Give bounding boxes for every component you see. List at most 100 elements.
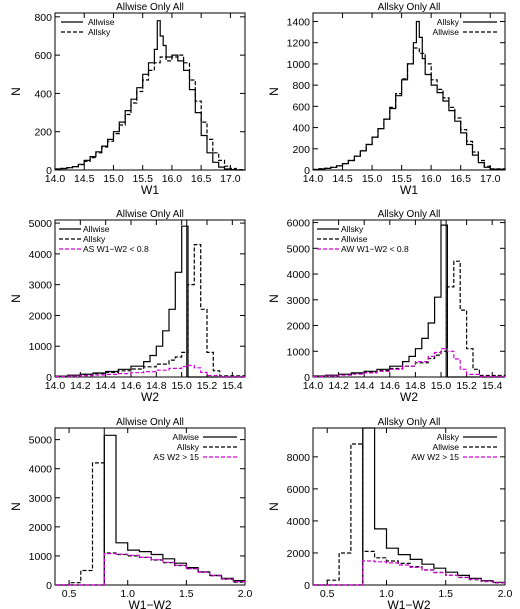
y-tick-label: 1400 bbox=[287, 16, 311, 28]
x-tick-label: 16.5 bbox=[450, 173, 471, 185]
legend-label: Allwise bbox=[88, 17, 115, 27]
x-axis-label: W1−W2 bbox=[128, 598, 171, 609]
y-tick-label: 2000 bbox=[29, 310, 53, 322]
chart-panel-5: Allwise Only All 0.5 1.0 1.5 2.0 0 1000 2000 300… bbox=[9, 417, 252, 609]
series-line-2 bbox=[55, 462, 245, 586]
chart-panel-4: Allsky Only All 14.0 14.2 14.4 14.6 14.8 15.0 1… bbox=[267, 209, 506, 404]
legend-label: Allwise bbox=[433, 442, 460, 452]
x-tick-label: 14.6 bbox=[121, 380, 142, 392]
legend-label: AS W2 > 15 bbox=[153, 452, 199, 462]
x-tick-label: 15.4 bbox=[482, 380, 503, 392]
x-tick-label: 1.0 bbox=[120, 588, 135, 600]
y-tick-label: 1000 bbox=[287, 346, 311, 358]
series-line-1 bbox=[55, 20, 245, 171]
x-axis-label: W1 bbox=[141, 183, 159, 197]
legend-label: AW W1−W2 < 0.8 bbox=[341, 244, 409, 254]
chart-panel-3: Allwise Only All 14.0 14.2 14.4 14.6 14.8 15.0… bbox=[9, 209, 246, 404]
x-tick-label: 0.5 bbox=[320, 588, 335, 600]
plot-frame bbox=[54, 12, 246, 171]
chart-panel-2: Allsky Only All 14.0 14.5 15.0 15.5 16.0 16.5 1… bbox=[267, 2, 506, 197]
y-tick-label: 5000 bbox=[287, 243, 311, 255]
y-tick-label: 4000 bbox=[29, 249, 53, 261]
plot-frame bbox=[312, 12, 506, 171]
x-axis-label: W1−W2 bbox=[387, 598, 430, 609]
y-tick-label: 800 bbox=[34, 12, 52, 24]
x-tick-label: 1.5 bbox=[179, 588, 194, 600]
y-axis-label: N bbox=[9, 87, 23, 96]
y-tick-label: 2000 bbox=[287, 548, 311, 560]
x-tick-label: 14.0 bbox=[45, 173, 66, 185]
legend-label: Allsky bbox=[437, 432, 460, 442]
chart-panel-6: Allsky Only All 0.5 1.0 1.5 2.0 0 2000 4000 6000… bbox=[267, 417, 512, 609]
y-axis-label: N bbox=[267, 502, 281, 511]
plot-frame bbox=[54, 427, 246, 586]
x-tick-label: 15.2 bbox=[197, 380, 218, 392]
x-axis-label: W2 bbox=[400, 390, 418, 404]
x-tick-label: 14.4 bbox=[354, 380, 375, 392]
x-tick-label: 14.6 bbox=[380, 380, 401, 392]
legend-label: Allwise bbox=[173, 432, 200, 442]
x-tick-label: 16.5 bbox=[191, 173, 212, 185]
legend-label: Allwise bbox=[341, 234, 368, 244]
x-tick-label: 14.0 bbox=[45, 380, 66, 392]
plot-frame bbox=[312, 427, 506, 586]
x-tick-label: 17.0 bbox=[480, 173, 501, 185]
y-tick-label: 1000 bbox=[29, 341, 53, 353]
x-tick-label: 15.0 bbox=[431, 380, 452, 392]
y-tick-label: 4000 bbox=[287, 516, 311, 528]
x-tick-label: 15.0 bbox=[171, 380, 192, 392]
legend-label: Allsky bbox=[83, 234, 106, 244]
y-tick-label: 0 bbox=[46, 165, 52, 177]
y-tick-label: 400 bbox=[292, 123, 310, 135]
chart-title: Allsky Only All bbox=[378, 209, 441, 220]
y-tick-label: 5000 bbox=[29, 218, 53, 230]
x-tick-label: 14.5 bbox=[74, 173, 95, 185]
legend-label: Allwise bbox=[433, 27, 460, 37]
plot-frame bbox=[312, 219, 506, 378]
y-tick-label: 6000 bbox=[287, 218, 311, 230]
chart-title: Allwise Only All bbox=[116, 2, 184, 13]
y-tick-label: 2000 bbox=[287, 321, 311, 333]
y-tick-label: 600 bbox=[34, 50, 52, 62]
x-tick-label: 2.0 bbox=[238, 588, 253, 600]
y-axis-label: N bbox=[267, 294, 281, 303]
legend-label: AS W1−W2 < 0.8 bbox=[83, 244, 149, 254]
x-tick-label: 0.5 bbox=[62, 588, 77, 600]
series-line-3 bbox=[55, 364, 246, 378]
y-tick-label: 3000 bbox=[29, 280, 53, 292]
x-tick-label: 14.2 bbox=[328, 380, 349, 392]
x-tick-label: 14.8 bbox=[146, 380, 167, 392]
x-axis-label: W1 bbox=[400, 183, 418, 197]
y-tick-label: 1000 bbox=[287, 59, 311, 71]
x-tick-label: 15.4 bbox=[222, 380, 243, 392]
series-line-3 bbox=[313, 348, 506, 378]
y-tick-label: 2000 bbox=[29, 522, 53, 534]
x-tick-label: 14.4 bbox=[95, 380, 116, 392]
y-tick-label: 0 bbox=[304, 372, 310, 384]
x-axis-label: W2 bbox=[141, 390, 159, 404]
x-tick-label: 15.2 bbox=[456, 380, 477, 392]
series-line-3 bbox=[313, 560, 505, 586]
chart-title: Allsky Only All bbox=[378, 2, 441, 13]
y-axis-label: N bbox=[9, 502, 23, 511]
y-tick-label: 0 bbox=[304, 165, 310, 177]
x-tick-label: 16.0 bbox=[421, 173, 442, 185]
legend-label: AW W2 > 15 bbox=[411, 452, 459, 462]
x-tick-label: 1.0 bbox=[379, 588, 394, 600]
y-tick-label: 3000 bbox=[29, 493, 53, 505]
x-tick-label: 15.0 bbox=[103, 173, 124, 185]
y-tick-label: 400 bbox=[34, 88, 52, 100]
series-line-1 bbox=[313, 427, 505, 586]
y-tick-label: 1200 bbox=[287, 38, 311, 50]
y-tick-label: 3000 bbox=[287, 295, 311, 307]
x-tick-label: 1.5 bbox=[438, 588, 453, 600]
y-tick-label: 4000 bbox=[287, 269, 311, 281]
legend-label: Allsky bbox=[437, 17, 460, 27]
chart-title: Allsky Only All bbox=[378, 417, 441, 428]
y-tick-label: 8000 bbox=[287, 452, 311, 464]
x-tick-label: 14.0 bbox=[303, 380, 324, 392]
legend-label: Allwise bbox=[83, 224, 110, 234]
series-line-2 bbox=[55, 54, 246, 171]
chart-panel-1: Allwise Only All 14.0 14.5 15.0 15.5 16.0 16.5… bbox=[9, 2, 246, 197]
